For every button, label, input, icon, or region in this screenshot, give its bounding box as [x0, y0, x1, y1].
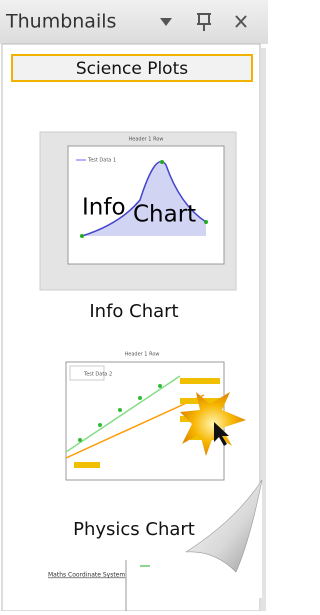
- thumbnail[interactable]: Header 1 Row Test Data 2: [40, 348, 246, 496]
- panel-title: Thumbnails: [5, 11, 116, 33]
- thumb-label: Physics Chart: [73, 519, 195, 540]
- thumbnails-panel: Thumbnails Science Plots Header 1 Row Te…: [0, 0, 268, 611]
- thumb-label: Info Chart: [89, 301, 178, 322]
- panel-drawing: Thumbnails Science Plots Header 1 Row Te…: [0, 0, 268, 611]
- thumb-legend: Test Data 1: [87, 158, 116, 164]
- overlay-text: Chart: [133, 202, 196, 228]
- thumb-legend: Test Data 2: [83, 372, 112, 378]
- thumb-header: Header 1 Row: [125, 352, 160, 358]
- overlay-text: Info: [82, 195, 126, 221]
- thumb-header: Maths Coordinate System: [48, 572, 125, 579]
- thumbnail[interactable]: Header 1 Row Test Data 1 Info Chart: [40, 132, 236, 290]
- thumb-header: Header 1 Row: [129, 137, 164, 143]
- group-title: Science Plots: [76, 59, 188, 79]
